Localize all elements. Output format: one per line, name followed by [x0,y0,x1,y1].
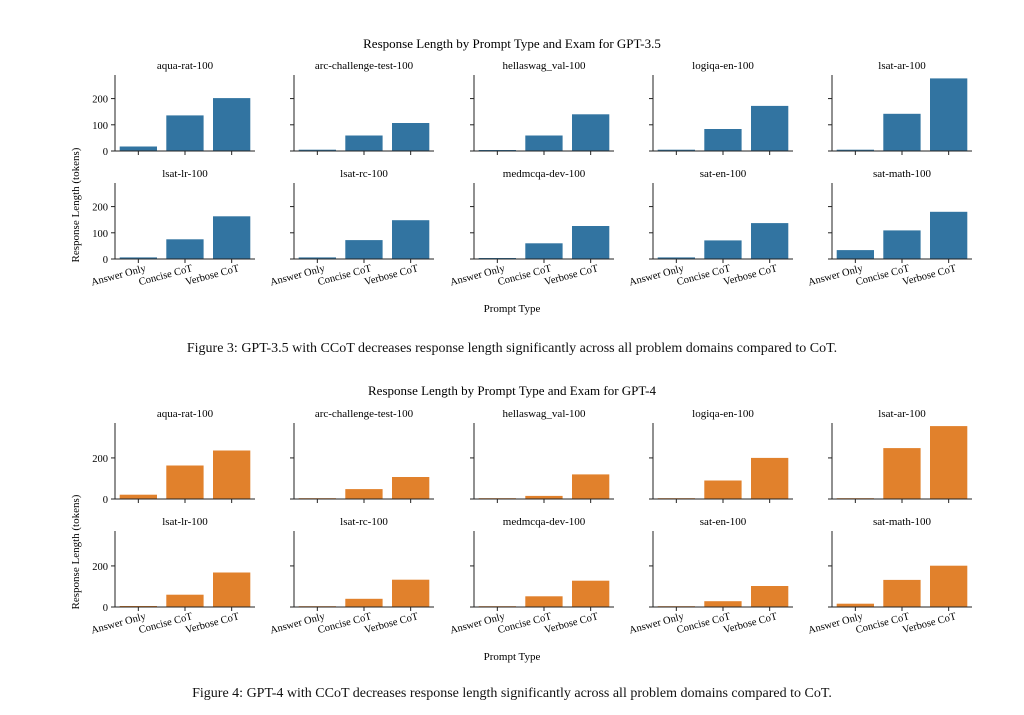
panel-title: lsat-ar-100 [878,60,926,72]
bar-verbose-cot [930,565,968,607]
bar-verbose-cot [930,211,968,259]
bar-answer-only [836,149,874,151]
bar-verbose-cot [392,579,430,607]
panel-title: lsat-ar-100 [878,408,926,420]
x-tick-label: Verbose CoT [543,263,600,288]
bar-concise-cot [883,579,921,607]
panel-title: logiqa-en-100 [692,408,754,420]
panel-title: lsat-lr-100 [162,168,208,180]
x-tick-label: Verbose CoT [722,611,779,636]
bar-concise-cot [166,239,204,259]
panel-title: arc-challenge-test-100 [315,408,414,420]
x-tick-label: Verbose CoT [363,263,420,288]
y-tick-label: 0 [103,603,108,614]
panel-title: lsat-rc-100 [340,168,388,180]
y-axis-label: Response Length (tokens) [70,494,82,609]
bar-verbose-cot [751,586,789,607]
bar-concise-cot [345,240,383,259]
bar-concise-cot [525,243,563,259]
bar-concise-cot [704,129,742,151]
panel-title: hellaswag_val-100 [502,408,586,420]
bar-answer-only [119,494,157,499]
figure-4-caption: Figure 4: GPT-4 with CCoT decreases resp… [192,686,832,701]
chart-title: Response Length by Prompt Type and Exam … [368,383,656,398]
bar-answer-only [836,603,874,607]
x-tick-label: Verbose CoT [901,263,958,288]
panel-title: sat-en-100 [700,516,747,528]
bar-concise-cot [704,240,742,259]
bar-verbose-cot [572,474,610,499]
bar-verbose-cot [392,220,430,259]
panel-title: lsat-rc-100 [340,516,388,528]
panel-title: aqua-rat-100 [157,408,214,420]
bar-concise-cot [345,489,383,499]
x-tick-label: Verbose CoT [543,611,600,636]
bar-verbose-cot [572,226,610,259]
y-tick-label: 0 [103,255,108,266]
x-tick-label: Verbose CoT [184,611,241,636]
bar-concise-cot [345,598,383,607]
x-tick-label: Verbose CoT [363,611,420,636]
panel-title: hellaswag_val-100 [502,60,586,72]
bar-concise-cot [883,230,921,259]
y-tick-label: 200 [92,454,108,465]
bar-answer-only [657,149,695,151]
bar-verbose-cot [213,98,251,151]
x-axis-label: Prompt Type [484,651,541,663]
bar-answer-only [657,257,695,259]
bar-concise-cot [525,596,563,607]
panel-title: sat-math-100 [873,516,932,528]
x-tick-label: Verbose CoT [722,263,779,288]
bar-verbose-cot [392,477,430,499]
bar-verbose-cot [751,105,789,151]
bar-concise-cot [525,135,563,151]
y-tick-label: 0 [103,495,108,506]
bar-verbose-cot [751,223,789,259]
bar-verbose-cot [751,457,789,499]
bar-answer-only [298,257,336,259]
bar-concise-cot [166,594,204,607]
panel-title: aqua-rat-100 [157,60,214,72]
y-tick-label: 100 [92,229,108,240]
bar-answer-only [836,250,874,259]
y-tick-label: 0 [103,147,108,158]
y-tick-label: 200 [92,203,108,214]
figure-3-caption: Figure 3: GPT-3.5 with CCoT decreases re… [186,341,838,356]
panel-title: lsat-lr-100 [162,516,208,528]
bar-verbose-cot [930,426,968,499]
panel-title: medmcqa-dev-100 [503,516,586,528]
bar-verbose-cot [572,580,610,607]
bar-concise-cot [345,135,383,151]
x-tick-label: Verbose CoT [901,611,958,636]
bar-verbose-cot [930,78,968,151]
bar-concise-cot [883,448,921,499]
bar-answer-only [119,146,157,151]
bar-verbose-cot [572,114,610,151]
bar-concise-cot [704,601,742,607]
bar-verbose-cot [213,216,251,259]
panel-title: medmcqa-dev-100 [503,168,586,180]
bar-verbose-cot [213,450,251,499]
bar-concise-cot [525,495,563,499]
bar-verbose-cot [213,572,251,607]
bar-concise-cot [704,480,742,499]
x-axis-label: Prompt Type [484,303,541,315]
chart-title: Response Length by Prompt Type and Exam … [363,36,661,51]
bar-answer-only [119,257,157,259]
panel-title: logiqa-en-100 [692,60,754,72]
y-tick-label: 100 [92,121,108,132]
y-axis-label: Response Length (tokens) [70,147,82,262]
bar-verbose-cot [392,123,430,151]
bar-concise-cot [883,113,921,151]
panel-title: arc-challenge-test-100 [315,60,414,72]
x-tick-label: Verbose CoT [184,263,241,288]
panel-title: sat-en-100 [700,168,747,180]
y-tick-label: 200 [92,95,108,106]
panel-title: sat-math-100 [873,168,932,180]
bar-concise-cot [166,465,204,499]
bar-concise-cot [166,115,204,151]
bar-answer-only [298,149,336,151]
y-tick-label: 200 [92,562,108,573]
